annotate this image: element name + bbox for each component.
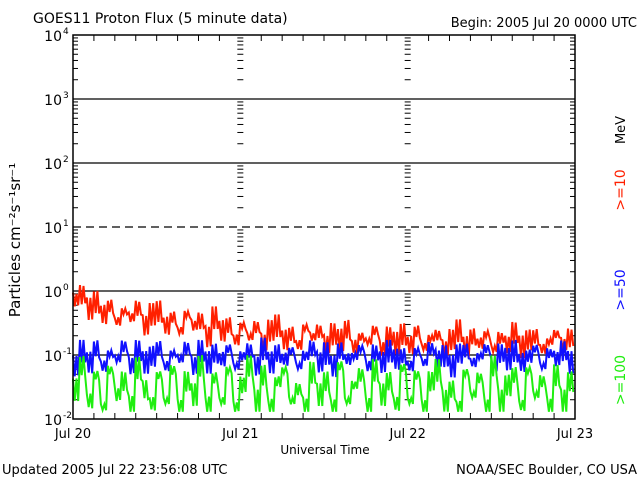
y-tick-exponent: 4 <box>63 27 69 37</box>
x-tick-label: Jul 23 <box>556 427 593 442</box>
y-tick-exponent: -1 <box>63 347 72 357</box>
legend-ge100: >=100 <box>613 355 629 405</box>
x-tick-label: Jul 22 <box>388 427 425 442</box>
series-lines <box>72 285 575 414</box>
y-tick-label: 10 <box>44 93 62 109</box>
x-tick-labels: Jul 20 Jul 21 Jul 22 Jul 23 <box>54 427 593 442</box>
y-tick-label: 10 <box>44 221 62 237</box>
series-line-ge50 <box>72 337 575 378</box>
y-tick-label: 10 <box>44 285 62 301</box>
y-tick-exponent: 0 <box>63 283 69 293</box>
x-tick-label: Jul 21 <box>221 427 258 442</box>
source-credit: NOAA/SEC Boulder, CO USA <box>456 463 637 478</box>
y-tick-label: 10 <box>44 413 62 429</box>
updated-timestamp: Updated 2005 Jul 22 23:56:08 UTC <box>2 463 227 478</box>
begin-date: Begin: 2005 Jul 20 0000 UTC <box>451 16 637 31</box>
y-tick-label: 10 <box>44 157 62 173</box>
y-tick-label: 10 <box>44 29 62 45</box>
y-tick-exponent: 2 <box>63 155 69 165</box>
chart-title: GOES11 Proton Flux (5 minute data) <box>33 11 288 27</box>
series-line-ge100 <box>72 355 575 414</box>
legend-ge10: >=10 <box>613 169 629 210</box>
series-line-ge10 <box>72 285 575 359</box>
units-label: MeV <box>614 116 629 144</box>
y-tick-exponent: 1 <box>63 219 69 229</box>
legend-ge50: >=50 <box>613 269 629 310</box>
x-tick-label: Jul 20 <box>54 427 91 442</box>
y-axis-label: Particles cm⁻²s⁻¹sr⁻¹ <box>6 163 24 317</box>
y-tick-label: 10 <box>44 349 62 365</box>
plot-frame <box>72 34 576 420</box>
y-tick-exponent: -2 <box>63 411 72 421</box>
x-axis-label: Universal Time <box>280 443 369 457</box>
y-tick-exponent: 3 <box>63 91 69 101</box>
